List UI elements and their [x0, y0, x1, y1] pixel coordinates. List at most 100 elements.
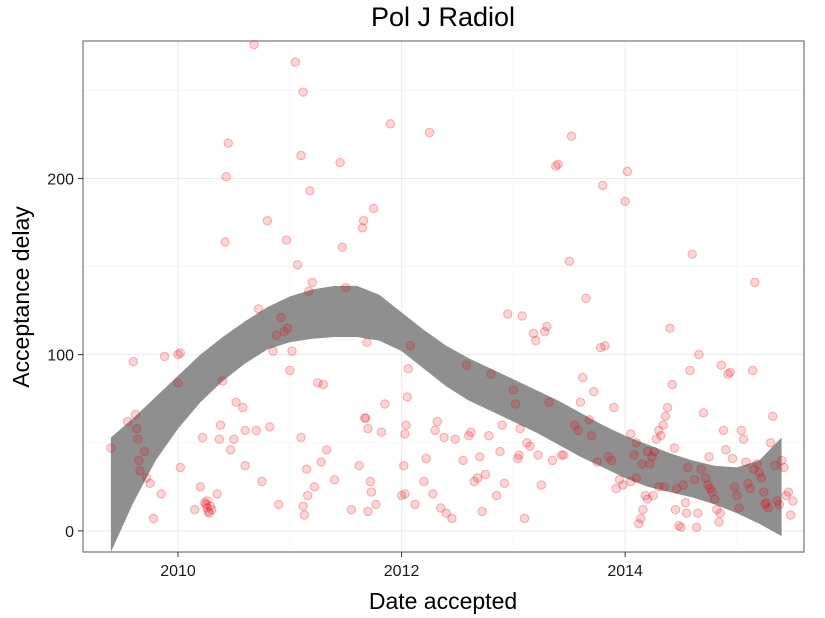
y-axis-title: Acceptance delay — [8, 206, 34, 388]
data-point — [642, 494, 653, 504]
data-point — [607, 455, 617, 466]
data-point — [533, 450, 543, 460]
data-point — [631, 473, 641, 483]
data-point — [681, 508, 692, 518]
data-point — [175, 348, 186, 358]
data-point — [626, 429, 636, 439]
data-point — [273, 499, 284, 510]
data-point — [399, 461, 409, 471]
data-point — [231, 397, 241, 407]
data-point — [203, 506, 213, 517]
data-point — [368, 203, 379, 214]
data-point — [503, 309, 513, 319]
data-point — [238, 402, 248, 413]
data-point — [715, 508, 725, 518]
data-point — [772, 496, 782, 506]
data-point — [696, 464, 706, 474]
data-point — [214, 434, 225, 444]
data-point — [405, 341, 416, 351]
data-point — [337, 242, 347, 252]
data-point — [432, 416, 443, 427]
data-point — [553, 159, 563, 170]
data-point — [551, 161, 561, 171]
data-point — [727, 453, 738, 464]
data-point — [721, 445, 731, 455]
data-point — [139, 446, 150, 457]
data-point — [202, 503, 212, 513]
data-point — [531, 335, 541, 346]
data-point — [354, 461, 364, 471]
data-point — [195, 482, 206, 492]
data-point — [654, 425, 664, 436]
x-tick-label: 2010 — [160, 563, 196, 580]
data-point — [358, 216, 369, 226]
data-point — [709, 494, 720, 504]
data-point — [486, 369, 496, 379]
data-point — [559, 450, 569, 460]
data-point — [365, 476, 375, 487]
data-point — [671, 483, 682, 494]
data-point — [464, 431, 474, 441]
data-point — [723, 369, 733, 379]
data-point — [540, 327, 550, 337]
data-point — [316, 457, 326, 467]
data-point — [581, 293, 591, 303]
data-point — [689, 475, 700, 485]
data-point — [361, 413, 371, 423]
data-point — [712, 505, 722, 515]
data-point — [768, 411, 778, 421]
data-point — [123, 416, 133, 427]
data-point — [421, 453, 431, 464]
data-point — [484, 431, 494, 441]
data-point — [658, 420, 668, 430]
data-point — [287, 346, 297, 356]
data-point — [544, 397, 554, 407]
data-point — [636, 513, 646, 524]
data-point — [578, 372, 588, 383]
data-point — [525, 441, 535, 451]
data-point — [318, 379, 328, 390]
data-point — [759, 487, 769, 497]
data-point — [249, 39, 259, 50]
data-point — [705, 483, 715, 494]
data-point — [156, 489, 166, 499]
data-point — [752, 459, 762, 469]
data-point — [148, 513, 159, 524]
data-point — [714, 517, 724, 527]
data-point — [700, 473, 711, 483]
data-point — [218, 376, 228, 386]
data-point — [676, 522, 686, 532]
data-point — [400, 489, 410, 499]
data-point — [589, 387, 599, 397]
data-point — [743, 478, 753, 488]
data-point — [513, 453, 523, 464]
data-point — [674, 520, 684, 531]
data-point — [128, 357, 139, 367]
data-point — [335, 157, 345, 168]
data-point — [197, 432, 208, 443]
data-point — [760, 499, 770, 510]
data-point — [598, 180, 608, 191]
data-point — [730, 482, 740, 492]
data-point — [380, 399, 390, 409]
data-point — [477, 506, 487, 517]
data-point — [654, 482, 664, 492]
data-point — [220, 237, 230, 247]
data-point — [783, 487, 794, 497]
data-point — [202, 496, 212, 506]
data-point — [461, 360, 472, 370]
data-point — [638, 505, 648, 515]
data-point — [145, 478, 155, 488]
data-point — [645, 459, 655, 469]
data-point — [542, 321, 552, 332]
data-point — [396, 490, 407, 501]
data-point — [371, 499, 381, 510]
data-point — [491, 490, 502, 501]
data-point — [738, 434, 749, 444]
data-point — [662, 402, 673, 413]
data-point — [660, 411, 671, 421]
data-point — [651, 434, 662, 444]
data-point — [499, 478, 510, 488]
data-point — [403, 364, 413, 374]
